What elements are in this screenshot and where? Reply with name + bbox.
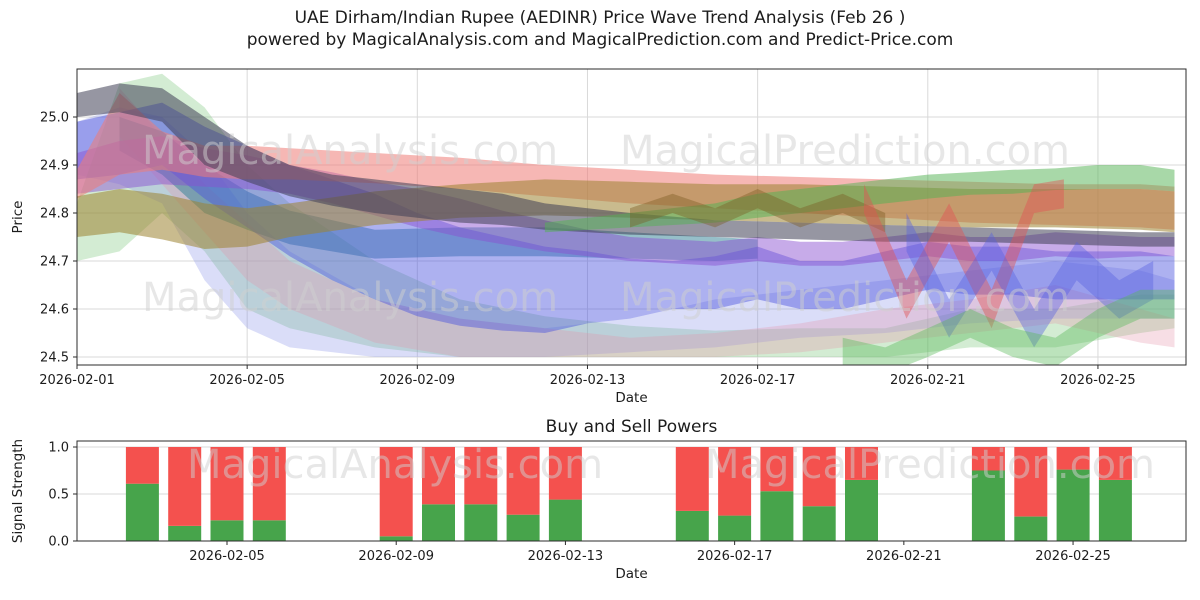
x-tick-label: 2026-02-05 (189, 549, 265, 564)
x-tick-label: 2026-02-09 (380, 373, 456, 388)
y-axis-label: Signal Strength (10, 439, 26, 543)
y-tick-label: 24.9 (40, 158, 69, 173)
buy-bar-2026-02-26 (1098, 479, 1132, 541)
band-red-zigzag (864, 179, 1064, 329)
buy-bar-2026-02-25 (1056, 469, 1090, 541)
x-tick-label: 2026-02-21 (890, 373, 966, 388)
plot-frame (76, 440, 1187, 542)
price-bands (77, 73, 1175, 365)
buy-bar-2026-02-11 (464, 504, 498, 541)
sell-bar-2026-02-03 (125, 447, 159, 484)
y-tick-label: 1.0 (48, 441, 69, 456)
watermark-prediction: MagicalPrediction.com (620, 275, 1070, 321)
bar-chart-title: Buy and Sell Powers (546, 417, 718, 437)
figure-title-line-1: UAE Dirham/Indian Rupee (AEDINR) Price W… (294, 8, 906, 28)
buy-bar-2026-02-06 (252, 520, 286, 541)
buy-bar-2026-02-17 (718, 515, 752, 541)
sell-bar-2026-02-18 (760, 447, 794, 492)
band-brown-zigzag (630, 189, 886, 233)
buy-bar-2026-02-20 (845, 479, 878, 541)
band-blue-zigzag (906, 213, 1154, 348)
x-tick-label: 2026-02-01 (39, 373, 115, 388)
sell-bar-2026-02-26 (1098, 447, 1132, 480)
sell-bar-2026-02-04 (168, 447, 202, 526)
y-tick-label: 24.6 (40, 302, 69, 317)
y-tick-label: 0.0 (48, 535, 69, 550)
y-tick-label: 24.5 (40, 350, 69, 365)
x-tick-label: 2026-02-21 (866, 549, 942, 564)
x-tick-label: 2026-02-17 (697, 549, 773, 564)
x-tick-label: 2026-02-13 (528, 549, 604, 564)
y-tick-label: 25.0 (40, 110, 69, 125)
buy-bar-2026-02-05 (210, 520, 244, 541)
watermark-prediction: MagicalPrediction.com (705, 442, 1155, 488)
buy-bar-2026-02-12 (506, 514, 540, 541)
sell-bar-2026-02-05 (210, 447, 244, 521)
sell-bar-2026-02-19 (802, 447, 836, 507)
x-axis-label: Date (615, 390, 647, 406)
sell-bar-2026-02-25 (1056, 447, 1090, 470)
band-light-blue-fan (77, 107, 1175, 358)
x-tick-label: 2026-02-05 (209, 373, 285, 388)
buy-bar-2026-02-10 (422, 504, 455, 541)
power-bars (125, 447, 1132, 541)
buy-sell-powers-chart: Buy and Sell Powers MagicalAnalysis.com Ma… (10, 417, 1187, 582)
figure-title-line-2: powered by MagicalAnalysis.com and Magic… (246, 30, 954, 50)
buy-bar-2026-02-03 (125, 483, 159, 541)
sell-bar-2026-02-16 (675, 447, 709, 511)
buy-bar-2026-02-04 (168, 526, 202, 541)
watermark-analysis: MagicalAnalysis.com (142, 275, 558, 321)
x-tick-label: 2026-02-09 (358, 549, 434, 564)
buy-bar-2026-02-19 (802, 506, 836, 541)
sell-bar-2026-02-23 (971, 447, 1005, 471)
watermark-analysis: MagicalAnalysis.com (142, 128, 558, 174)
buy-bar-2026-02-18 (760, 491, 794, 541)
sell-bar-2026-02-12 (506, 447, 540, 515)
sell-bar-2026-02-09 (379, 447, 413, 537)
band-light-green-fan (77, 73, 1175, 358)
sell-bar-2026-02-11 (464, 447, 498, 505)
y-axis-label: Price (10, 201, 26, 234)
x-tick-label: 2026-02-25 (1060, 373, 1136, 388)
band-green-band-right (544, 165, 1175, 233)
x-tick-label: 2026-02-13 (550, 373, 626, 388)
sell-bar-2026-02-24 (1014, 447, 1048, 517)
y-tick-label: 24.7 (40, 254, 69, 269)
sell-bar-2026-02-10 (422, 447, 455, 505)
x-axis-label: Date (615, 566, 647, 582)
plot-frame (76, 68, 1187, 366)
price-wave-chart: MagicalAnalysis.com MagicalPrediction.com… (10, 68, 1187, 406)
band-green-zigzag (842, 289, 1175, 365)
y-tick-label: 0.5 (48, 488, 69, 503)
sell-bar-2026-02-17 (718, 447, 752, 516)
band-gray-band (77, 83, 1175, 247)
watermark-prediction: MagicalPrediction.com (620, 128, 1070, 174)
watermark-analysis: MagicalAnalysis.com (187, 442, 603, 488)
x-tick-label: 2026-02-17 (720, 373, 796, 388)
y-tick-label: 24.8 (40, 206, 69, 221)
buy-bar-2026-02-09 (379, 536, 413, 541)
sell-bar-2026-02-06 (252, 447, 286, 521)
figure-title: UAE Dirham/Indian Rupee (AEDINR) Price W… (0, 7, 1200, 51)
sell-bar-2026-02-13 (548, 447, 582, 500)
buy-bar-2026-02-13 (548, 499, 582, 541)
buy-bar-2026-02-24 (1014, 516, 1048, 541)
band-blue-band (77, 102, 1175, 333)
buy-bar-2026-02-16 (675, 510, 709, 541)
sell-bar-2026-02-20 (845, 447, 878, 480)
x-tick-label: 2026-02-25 (1035, 549, 1111, 564)
buy-bar-2026-02-23 (971, 470, 1005, 541)
